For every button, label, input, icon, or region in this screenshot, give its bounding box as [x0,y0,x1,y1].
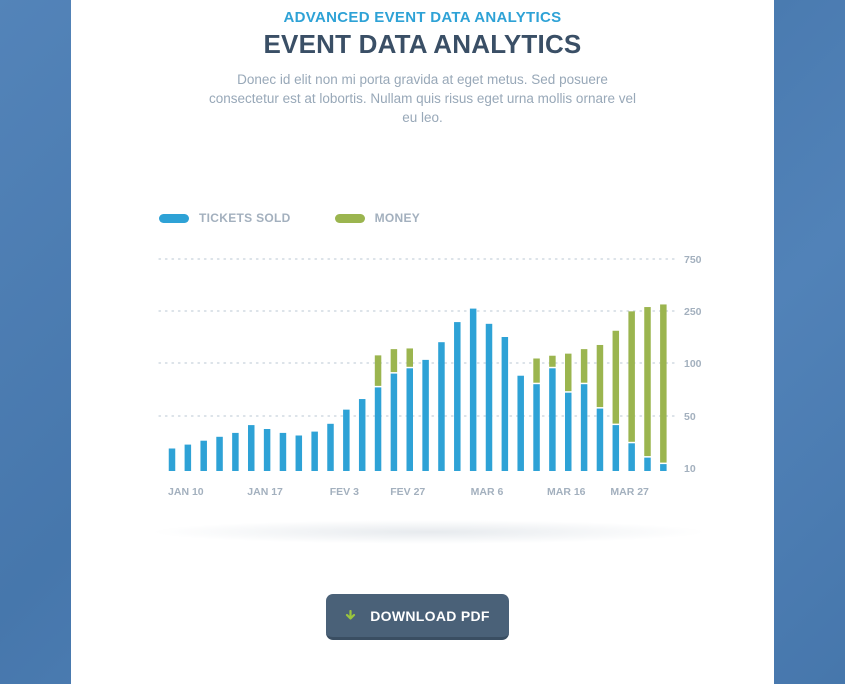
legend-swatch-money [334,213,365,223]
x-tick-label: FEV 27 [390,486,425,498]
bar-tickets-sold [263,429,271,471]
y-tick-label: 100 [684,358,702,370]
bar-tickets-sold [612,425,620,471]
bar-money [406,348,413,367]
bar-money [565,353,572,392]
bar-tickets-sold [549,368,556,471]
bar-tickets-sold [374,387,382,471]
bar-tickets-sold [517,375,524,471]
bar-money [596,344,604,408]
download-pdf-label: DOWNLOAD PDF [370,607,490,624]
bar-tickets-sold [454,322,461,471]
y-tick-label: 50 [684,411,696,423]
analytics-card: ADVANCED EVENT DATA ANALYTICS EVENT DATA… [71,0,774,684]
bar-tickets-sold [168,448,176,471]
legend-label-money: MONEY [374,211,421,225]
page-description: Donec id elit non mi porta gravida at eg… [209,72,636,125]
x-tick-label: MAR 6 [471,486,504,498]
bar-tickets-sold [343,409,350,471]
bar-tickets-sold [390,373,398,471]
bar-tickets-sold [232,432,239,471]
x-tick-label: MAR 27 [610,486,649,498]
page-title: EVENT DATA ANALYTICS [263,29,582,59]
chart-legend: TICKETS SOLD MONEY [159,210,464,226]
bar-tickets-sold [311,431,318,471]
bar-tickets-sold [596,408,604,471]
bar-money [533,358,540,383]
download-pdf-button[interactable]: DOWNLOAD PDF [326,594,509,640]
stacked-bar-chart: 10 50 100 250 750 JAN 10 JAN 17 FEV 3 FEV 27 MAR … [158,254,702,498]
bar-tickets-sold [533,384,540,471]
bar-tickets-sold [644,457,651,471]
y-tick-label: 250 [684,306,702,318]
bar-money [549,355,556,367]
bar-tickets-sold [200,440,207,471]
bar-money [628,311,635,442]
bar-tickets-sold [438,342,445,471]
page-eyebrow: ADVANCED EVENT DATA ANALYTICS [283,9,562,26]
bar-tickets-sold [406,368,413,471]
bar-tickets-sold [295,435,303,471]
bar-tickets-sold [580,384,588,471]
bar-tickets-sold [485,323,493,471]
bar-money [612,330,620,424]
bar-money [660,304,667,463]
bar-tickets-sold [469,308,477,471]
bar-tickets-sold [184,444,192,471]
download-arrow-icon [345,610,356,621]
legend-swatch-tickets [159,213,189,223]
bar-money [644,307,651,457]
bar-money [580,349,588,383]
y-tick-label: 750 [684,254,702,266]
bar-tickets-sold [358,399,366,471]
y-tick-label: 10 [684,463,696,475]
x-tick-label: MAR 16 [547,486,586,498]
bar-money [374,355,382,386]
bar-tickets-sold [248,425,255,471]
bar-money [390,349,398,373]
bar-tickets-sold [422,359,429,471]
x-tick-label: JAN 10 [168,486,204,498]
bar-tickets-sold [660,464,667,471]
bar-tickets-sold [628,443,635,471]
bar-tickets-sold [216,436,223,471]
legend-item-money: MONEY [334,211,421,225]
x-tick-label: JAN 17 [247,486,283,498]
bar-tickets-sold [501,337,509,471]
x-tick-label: FEV 3 [330,486,359,498]
legend-item-tickets: TICKETS SOLD [159,211,291,225]
bar-tickets-sold [565,392,572,471]
chart-shadow [149,520,709,544]
legend-label-tickets: TICKETS SOLD [199,211,291,225]
bar-tickets-sold [279,432,287,471]
bar-tickets-sold [327,423,334,471]
